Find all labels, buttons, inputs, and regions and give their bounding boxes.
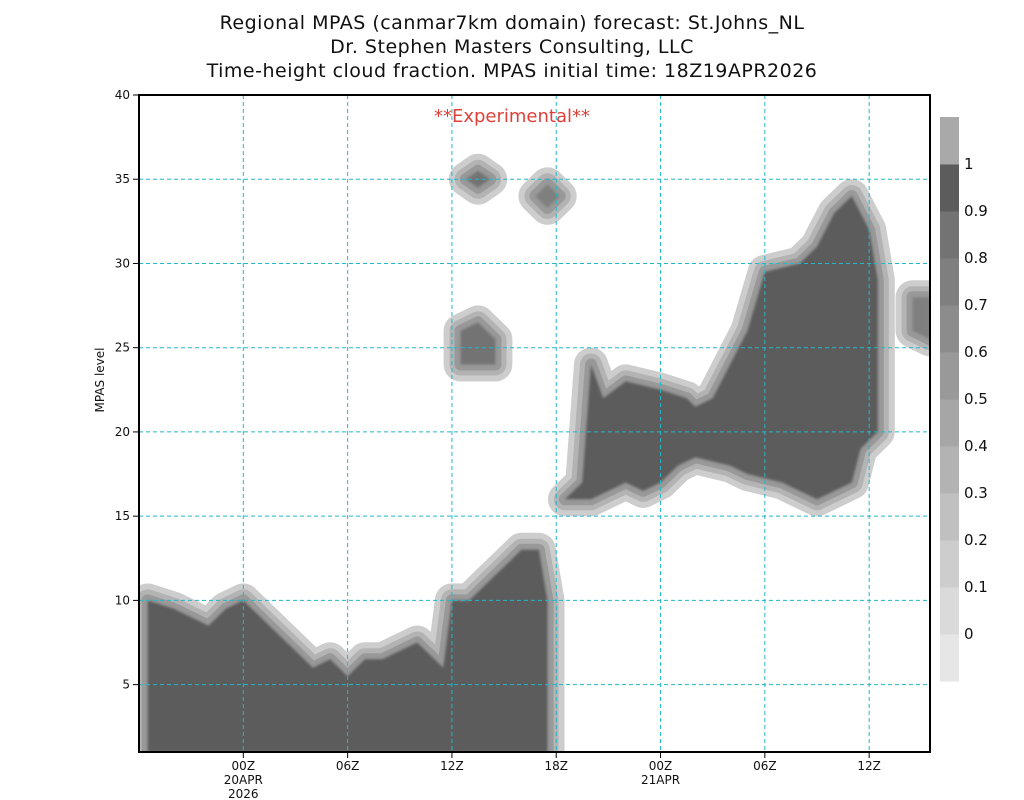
ytick-label-25: 25 bbox=[115, 341, 130, 355]
colorbar-swatch-0 bbox=[940, 634, 959, 682]
colorbar-swatch-1 bbox=[940, 587, 959, 635]
plot-frame bbox=[138, 94, 931, 753]
grid-lines bbox=[139, 95, 930, 752]
chart-title-line3: Time-height cloud fraction. MPAS initial… bbox=[206, 60, 818, 82]
colorbar-swatch-7 bbox=[940, 305, 959, 353]
colorbar: 0 0.1 0.2 0.3 0.4 0.5 0.6 0.7 0.8 0.9 1 bbox=[940, 117, 988, 682]
chart-title-line1: Regional MPAS (canmar7km domain) forecas… bbox=[219, 12, 805, 34]
chart-title-line2: Dr. Stephen Masters Consulting, LLC bbox=[330, 36, 694, 58]
ytick-label-35: 35 bbox=[115, 172, 130, 186]
colorbar-label-2: 0.2 bbox=[964, 531, 988, 549]
upper-spike-18z bbox=[535, 184, 560, 208]
colorbar-swatch-8 bbox=[940, 258, 959, 306]
low-cloud-deck bbox=[147, 549, 548, 752]
colorbar-label-10: 1 bbox=[964, 155, 974, 173]
ytick-label-10: 10 bbox=[115, 593, 130, 607]
upper-patch bbox=[460, 322, 496, 365]
xtick-label-3: 18Z bbox=[544, 759, 568, 773]
cloud-fraction-field bbox=[139, 153, 930, 752]
colorbar-swatch-3 bbox=[940, 493, 959, 541]
ytick-label-30: 30 bbox=[115, 256, 130, 270]
xtick-label-4: 00Z bbox=[649, 759, 673, 773]
colorbar-swatch-5 bbox=[940, 399, 959, 447]
colorbar-swatch-4 bbox=[940, 446, 959, 494]
colorbar-swatch-10 bbox=[940, 164, 959, 212]
ytick-label-5: 5 bbox=[122, 678, 130, 692]
colorbar-label-8: 0.8 bbox=[964, 249, 988, 267]
colorbar-label-7: 0.7 bbox=[964, 296, 988, 314]
xtick-date-0: 20APR bbox=[224, 773, 263, 787]
ytick-label-20: 20 bbox=[115, 425, 130, 439]
colorbar-label-0: 0 bbox=[964, 625, 974, 643]
colorbar-swatch-11 bbox=[940, 117, 959, 165]
colorbar-label-4: 0.4 bbox=[964, 437, 988, 455]
xtick-label-2: 12Z bbox=[440, 759, 464, 773]
mid-cloud-band bbox=[564, 196, 878, 500]
right-edge-patch bbox=[912, 297, 930, 340]
colorbar-label-5: 0.5 bbox=[964, 390, 988, 408]
xtick-label-5: 06Z bbox=[753, 759, 777, 773]
xtick-date-4: 21APR bbox=[641, 773, 680, 787]
xtick-label-6: 12Z bbox=[857, 759, 881, 773]
colorbar-swatch-2 bbox=[940, 540, 959, 588]
ytick-label-15: 15 bbox=[115, 509, 130, 523]
ytick-label-40: 40 bbox=[115, 88, 130, 102]
xtick-label-1: 06Z bbox=[336, 759, 360, 773]
xtick-label-0: 00Z bbox=[232, 759, 256, 773]
colorbar-label-1: 0.1 bbox=[964, 578, 988, 596]
y-axis: 5 10 15 20 25 30 35 40 bbox=[115, 88, 139, 692]
colorbar-swatch-9 bbox=[940, 211, 959, 259]
experimental-watermark: **Experimental** bbox=[434, 106, 590, 127]
colorbar-label-6: 0.6 bbox=[964, 343, 988, 361]
colorbar-label-3: 0.3 bbox=[964, 484, 988, 502]
xtick-year-0: 2026 bbox=[228, 787, 259, 800]
y-axis-label: MPAS level bbox=[93, 348, 107, 413]
colorbar-label-9: 0.9 bbox=[964, 202, 988, 220]
colorbar-swatch-6 bbox=[940, 352, 959, 400]
